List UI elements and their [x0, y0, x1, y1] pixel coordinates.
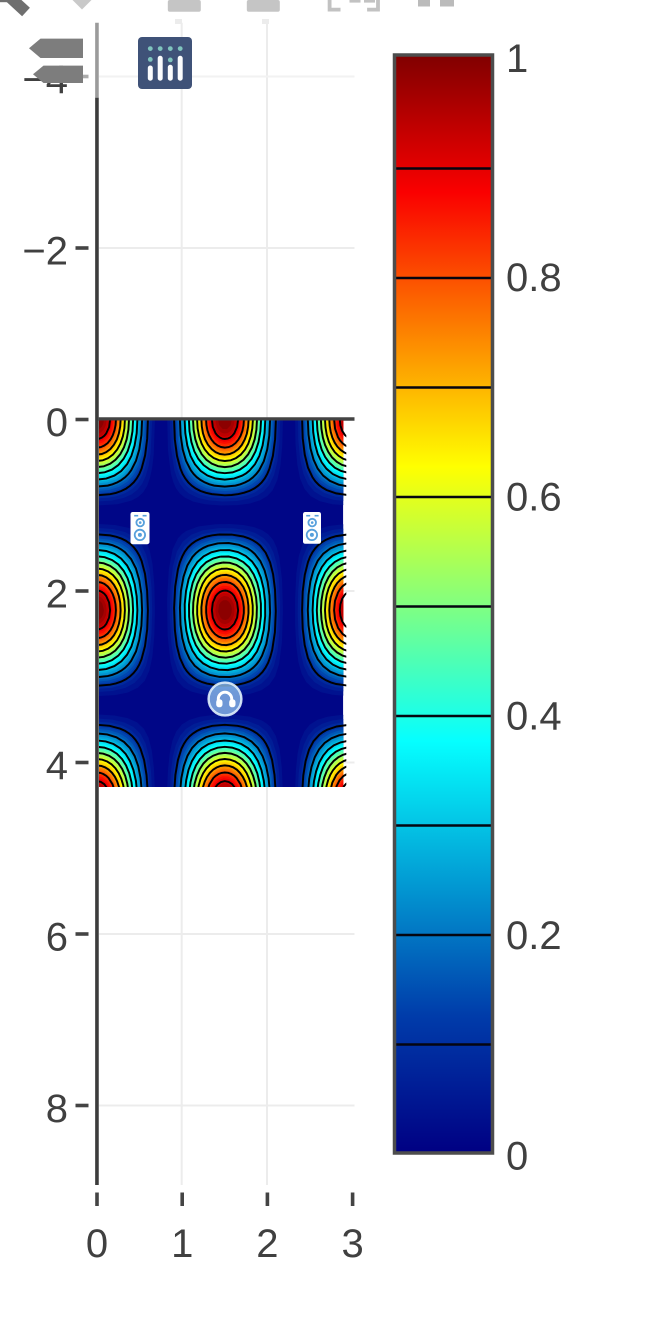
svg-text:0.6: 0.6 [506, 475, 562, 519]
svg-text:8: 8 [46, 1087, 68, 1131]
svg-text:0: 0 [86, 1222, 108, 1266]
svg-text:1: 1 [506, 37, 528, 81]
svg-text:6: 6 [46, 916, 68, 960]
svg-text:0: 0 [46, 401, 68, 445]
svg-text:0.4: 0.4 [506, 695, 562, 739]
svg-text:0.8: 0.8 [506, 256, 562, 300]
svg-text:2: 2 [256, 1222, 278, 1266]
svg-text:4: 4 [46, 744, 68, 788]
svg-text:3: 3 [341, 1222, 363, 1266]
svg-text:0.2: 0.2 [506, 914, 562, 958]
svg-text:1: 1 [171, 1222, 193, 1266]
svg-text:2: 2 [46, 573, 68, 617]
svg-text:−2: −2 [22, 230, 68, 274]
svg-text:0: 0 [506, 1134, 528, 1178]
